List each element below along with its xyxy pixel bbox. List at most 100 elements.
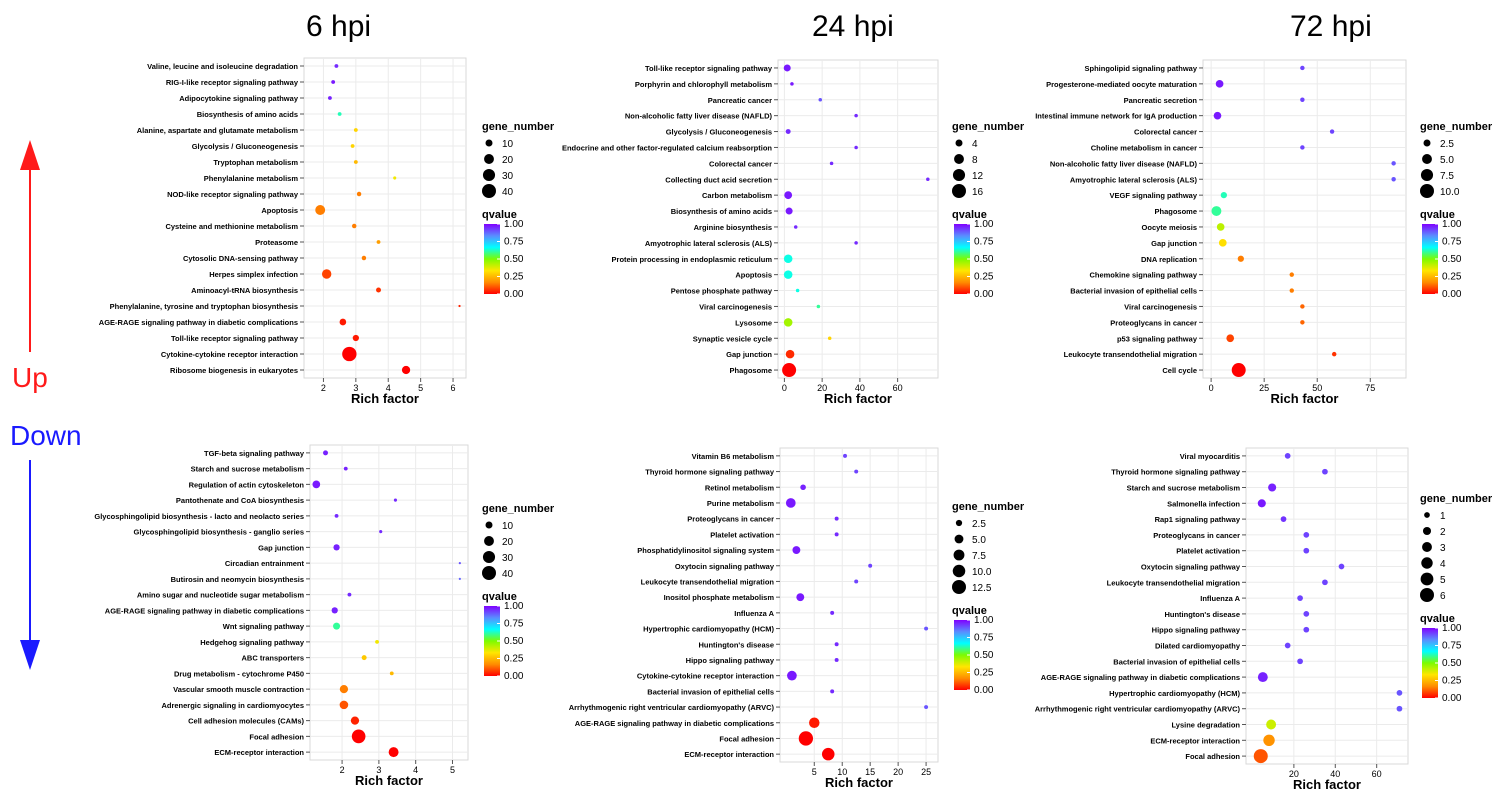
panel-5-point bbox=[854, 579, 859, 584]
panel-4-point bbox=[347, 592, 352, 597]
panel-2-pathway-label: Pentose phosphate pathway bbox=[671, 287, 773, 296]
panel-2-tick-label-x: 0 bbox=[782, 383, 787, 393]
panel-2-pathway-label: Lysosome bbox=[735, 318, 772, 327]
panel-6-point bbox=[1266, 719, 1277, 730]
panel-1-pathway-label: Aminoacyl-tRNA biosynthesis bbox=[191, 286, 298, 295]
panel-6-point bbox=[1303, 547, 1310, 554]
panel-5-point bbox=[834, 532, 839, 537]
panel-2-point bbox=[829, 161, 834, 166]
down-label: Down bbox=[10, 420, 82, 451]
panel-3-point bbox=[1226, 334, 1235, 343]
panel-2-size-legend-dot bbox=[955, 139, 963, 147]
panel-6-pathway-label: Salmonella infection bbox=[1167, 499, 1240, 508]
panel-1-size-legend-dot bbox=[485, 139, 493, 147]
panel-3-point bbox=[1211, 206, 1222, 216]
panel-1-point bbox=[353, 160, 358, 164]
panel-1-point bbox=[376, 287, 381, 293]
panel-4-qvalue-tick-label: 0.50 bbox=[504, 636, 524, 647]
panel-5-tick-label-x: 15 bbox=[865, 767, 875, 777]
panel-4-pathway-label: Adrenergic signaling in cardiomyocytes bbox=[161, 701, 304, 710]
panel-2-pathway-label: Arginine biosynthesis bbox=[694, 223, 772, 232]
panel-5-pathway-label: Purine metabolism bbox=[707, 499, 774, 508]
panel-6-point bbox=[1257, 672, 1268, 683]
panel-1-size-legend-title: gene_number bbox=[482, 121, 555, 133]
panel-4-pathway-label: TGF-beta signaling pathway bbox=[204, 449, 305, 458]
panel-5-pathway-label: Leukocyte transendothelial migration bbox=[641, 577, 775, 586]
panel-3-pathway-label: Phagosome bbox=[1154, 207, 1197, 216]
panel-4-point bbox=[312, 480, 321, 489]
panel-5-qvalue-title: qvalue bbox=[952, 605, 987, 617]
panel-6-size-legend-dot bbox=[1422, 526, 1432, 536]
panel-2-tick-label-x: 60 bbox=[893, 383, 903, 393]
panel-6-pathway-label: Arrhythmogenic right ventricular cardiom… bbox=[1035, 705, 1241, 714]
panel-5-point bbox=[809, 717, 820, 728]
panel-3-point bbox=[1391, 161, 1396, 166]
panel-4-size-legend-dot bbox=[482, 566, 496, 580]
panel-4-tick-label-x: 5 bbox=[450, 765, 455, 775]
panel-1-point bbox=[328, 96, 332, 100]
panel-6-qvalue-tick-label: 0.75 bbox=[1442, 641, 1462, 652]
panel-2-pathway-label: Gap junction bbox=[726, 350, 772, 359]
panel-5-point bbox=[834, 516, 839, 521]
panel-1-pathway-label: Cysteine and methionine metabolism bbox=[165, 222, 298, 231]
panel-4-pathway-label: Glycosphingolipid biosynthesis - ganglio… bbox=[134, 528, 304, 537]
panel-6-tick-label-x: 60 bbox=[1372, 769, 1382, 779]
panel-4-pathway-label: Wnt signaling pathway bbox=[223, 622, 305, 631]
panel-1-size-legend-dot bbox=[482, 168, 496, 182]
panel-5-pathway-label: Proteoglycans in cancer bbox=[687, 515, 774, 524]
panel-4-point bbox=[393, 498, 398, 502]
panel-1-pathway-label: Phenylalanine, tyrosine and tryptophan b… bbox=[110, 302, 298, 311]
panel-1-point bbox=[331, 80, 336, 84]
panel-1-xlabel: Rich factor bbox=[351, 391, 419, 406]
panel-3-pathway-label: Sphingolipid signaling pathway bbox=[1085, 64, 1198, 73]
panel-2-point bbox=[783, 270, 793, 279]
panel-3-qvalue-tick-label: 0.50 bbox=[1442, 254, 1462, 265]
panel-4-tick-label-x: 3 bbox=[376, 765, 381, 775]
panel-2-point bbox=[790, 82, 794, 86]
panel-2-point bbox=[854, 241, 858, 245]
panel-1-size-legend-label: 40 bbox=[502, 187, 514, 198]
panel-3-point bbox=[1218, 239, 1227, 247]
panel-1-qvalue-tick-label: 0.50 bbox=[504, 254, 524, 265]
panel-2-pathway-label: Colorectal cancer bbox=[709, 159, 772, 168]
panel-5-pathway-label: Hypertrophic cardiomyopathy (HCM) bbox=[643, 625, 774, 634]
panel-5-size-legend-dot bbox=[955, 519, 963, 527]
panel-1-point bbox=[353, 128, 358, 132]
panel-1-size-legend-label: 10 bbox=[502, 139, 514, 150]
panel-4-pathway-label: Regulation of actin cytoskeleton bbox=[189, 480, 305, 489]
panel-1-point bbox=[342, 346, 357, 362]
panel-1-size-legend-dot bbox=[484, 154, 494, 164]
panel-5-point bbox=[834, 657, 839, 662]
panel-6-size-legend-label: 3 bbox=[1440, 543, 1446, 554]
panel-3-xlabel: Rich factor bbox=[1271, 391, 1339, 406]
panel-6-pathway-label: Starch and sucrose metabolism bbox=[1127, 484, 1241, 493]
panel-1-point bbox=[321, 269, 332, 279]
panel-6-point bbox=[1396, 690, 1403, 696]
panel-4-point bbox=[339, 700, 349, 710]
panel-4-pathway-label: Hedgehog signaling pathway bbox=[200, 638, 305, 647]
panel-6-pathway-label: Lysine degradation bbox=[1172, 721, 1241, 730]
panel-4-size-legend-label: 30 bbox=[502, 553, 514, 564]
panel-5-point bbox=[843, 453, 848, 458]
panel-1-pathway-label: AGE-RAGE signaling pathway in diabetic c… bbox=[99, 318, 298, 327]
panel-5-size-legend-label: 7.5 bbox=[972, 551, 986, 562]
panel-3-pathway-label: Proteoglycans in cancer bbox=[1110, 318, 1197, 327]
panel-6-point bbox=[1257, 499, 1266, 508]
panel-3-pathway-label: Intestinal immune network for IgA produc… bbox=[1035, 112, 1197, 121]
panel-6-size-legend-dot bbox=[1420, 588, 1434, 602]
panel-1-pathway-label: Cytosolic DNA-sensing pathway bbox=[183, 254, 299, 263]
panel-5-size-legend-dot bbox=[953, 549, 965, 561]
panel-3-point bbox=[1300, 304, 1305, 309]
panel-5-xlabel: Rich factor bbox=[825, 775, 893, 790]
panel-3-point bbox=[1329, 129, 1335, 134]
panel-3-point bbox=[1300, 65, 1305, 71]
panel-3-size-legend-title: gene_number bbox=[1420, 121, 1493, 133]
panel-2-point bbox=[785, 349, 795, 359]
panel-3-pathway-label: VEGF signaling pathway bbox=[1109, 191, 1197, 200]
panel-2-size-legend-label: 16 bbox=[972, 187, 984, 198]
panel-5-pathway-label: Cytokine-cytokine receptor interaction bbox=[637, 672, 775, 681]
panel-4-background bbox=[309, 444, 469, 761]
panel-6-pathway-label: Leukocyte transendothelial migration bbox=[1107, 578, 1241, 587]
panel-4-size-legend-dot bbox=[482, 550, 496, 564]
panel-5-size-legend-label: 12.5 bbox=[972, 583, 992, 594]
